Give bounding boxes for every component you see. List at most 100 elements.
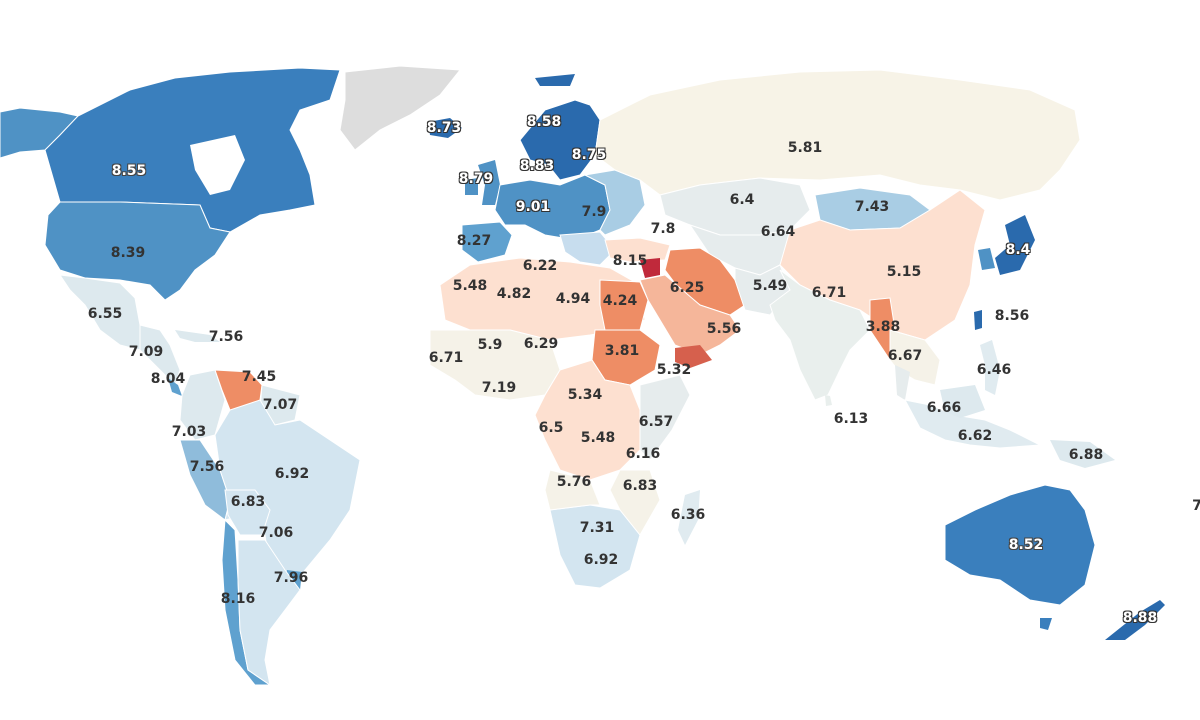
value-label-madagascar: 6.36 — [670, 507, 706, 523]
value-label-russia: 5.81 — [787, 140, 823, 156]
hudson-bay — [190, 135, 245, 195]
japan-region[interactable] — [995, 215, 1035, 275]
value-label-central-african-rep: 5.34 — [567, 387, 603, 403]
india-region[interactable] — [769, 269, 871, 401]
value-label-ireland: 8.79 — [458, 171, 494, 187]
value-label-cameroon: 6.5 — [538, 420, 564, 436]
value-label-costa-rica: 8.04 — [150, 371, 186, 387]
value-label-georgia: 7.8 — [650, 221, 676, 237]
value-label-senegal: 6.71 — [428, 350, 464, 366]
syria-region[interactable] — [640, 258, 660, 278]
value-label-tunisia: 6.22 — [522, 258, 558, 274]
cuba-region[interactable] — [175, 330, 220, 342]
east-africa-region[interactable] — [639, 374, 691, 461]
value-label-morocco: 5.48 — [452, 278, 488, 294]
russia-region[interactable] — [594, 69, 1081, 201]
balkans-region[interactable] — [559, 231, 616, 266]
tasmania-region[interactable] — [1040, 618, 1052, 630]
value-label-sudan: 3.81 — [604, 343, 640, 359]
mozambique-region[interactable] — [609, 469, 661, 536]
value-label-brazil: 6.92 — [274, 466, 310, 482]
value-label-myanmar: 3.88 — [865, 319, 901, 335]
iceland-region[interactable] — [428, 118, 462, 138]
value-label-algeria: 4.82 — [496, 286, 532, 302]
greenland-region[interactable] — [339, 65, 461, 151]
value-label-venezuela: 7.45 — [241, 369, 277, 385]
value-label-thailand: 6.67 — [887, 348, 923, 364]
value-label-spain: 8.27 — [456, 233, 492, 249]
borneo-region[interactable] — [940, 385, 985, 418]
usa-region[interactable] — [44, 201, 231, 301]
value-label-tanzania: 6.16 — [625, 446, 661, 462]
arabia-region[interactable] — [639, 274, 741, 356]
value-label-japan: 8.4 — [1005, 242, 1031, 258]
value-label-scandinavia: 8.58 — [526, 114, 562, 130]
yemen-region[interactable] — [675, 345, 712, 368]
value-label-guyana: 7.07 — [262, 397, 298, 413]
uk-region[interactable] — [478, 160, 500, 205]
value-label-south-africa: 6.92 — [583, 552, 619, 568]
value-label-iceland: 8.73 — [426, 120, 462, 136]
value-label-cyprus: 8.15 — [612, 253, 648, 269]
thailand-region[interactable] — [895, 365, 910, 400]
turkey-region[interactable] — [604, 237, 671, 263]
angola-region[interactable] — [544, 469, 601, 511]
spain-region[interactable] — [461, 221, 513, 263]
value-label-china: 5.15 — [886, 264, 922, 280]
value-label-angola: 5.76 — [556, 474, 592, 490]
value-label-saudi-arabia: 5.56 — [706, 321, 742, 337]
value-label-germany: 9.01 — [515, 199, 551, 215]
australia-region[interactable] — [944, 484, 1096, 606]
value-label-fiji: 7 — [1192, 498, 1200, 514]
value-label-indonesia: 6.62 — [957, 428, 993, 444]
svalbard-region[interactable] — [535, 74, 575, 86]
value-label-central-america: 7.09 — [128, 344, 164, 360]
southern-africa-region[interactable] — [549, 504, 641, 589]
philippines-region[interactable] — [980, 340, 1000, 395]
value-label-papua: 6.88 — [1068, 447, 1104, 463]
value-label-mexico: 6.55 — [87, 306, 123, 322]
value-label-kenya: 6.57 — [638, 414, 674, 430]
new-zealand-region[interactable] — [1105, 600, 1165, 640]
korea-region[interactable] — [978, 248, 995, 270]
iran-region[interactable] — [664, 247, 746, 316]
sri-lanka-region[interactable] — [825, 395, 832, 406]
value-label-colombia: 7.03 — [171, 424, 207, 440]
value-label-uruguay: 7.96 — [273, 570, 309, 586]
value-label-taiwan: 8.56 — [994, 308, 1030, 324]
value-label-hungary: 7.9 — [581, 204, 607, 220]
value-label-mongolia: 7.43 — [854, 199, 890, 215]
costa-rica-region[interactable] — [168, 378, 182, 396]
bolivia-region[interactable] — [224, 489, 271, 536]
value-label-finland: 8.75 — [571, 147, 607, 163]
value-label-mozambique: 6.83 — [622, 478, 658, 494]
value-label-cuba: 7.56 — [208, 329, 244, 345]
value-label-new-zealand: 8.88 — [1122, 610, 1158, 626]
value-label-iran: 6.25 — [669, 280, 705, 296]
papua-region[interactable] — [1050, 440, 1115, 468]
value-label-india: 6.71 — [811, 285, 847, 301]
value-label-niger: 6.29 — [523, 336, 559, 352]
value-label-libya: 4.94 — [555, 291, 591, 307]
value-label-usa: 8.39 — [110, 245, 146, 261]
value-label-australia: 8.52 — [1008, 537, 1044, 553]
argentina-region[interactable] — [237, 539, 301, 687]
value-label-paraguay: 7.06 — [258, 525, 294, 541]
value-label-kazakhstan: 6.4 — [729, 192, 755, 208]
value-label-dr-congo: 5.48 — [580, 430, 616, 446]
value-label-canada: 8.55 — [111, 163, 147, 179]
value-label-bolivia: 6.83 — [230, 494, 266, 510]
value-label-malaysia: 6.66 — [926, 400, 962, 416]
value-label-mauritania: 5.9 — [477, 337, 503, 353]
value-label-botswana: 7.31 — [579, 520, 615, 536]
value-label-ghana: 7.19 — [481, 380, 517, 396]
value-label-yemen: 5.32 — [656, 362, 692, 378]
ireland-region[interactable] — [465, 178, 478, 195]
value-label-chile: 8.16 — [220, 591, 256, 607]
china-region[interactable] — [774, 189, 986, 341]
value-label-pakistan: 5.49 — [752, 278, 788, 294]
value-label-egypt: 4.24 — [602, 293, 638, 309]
taiwan-region[interactable] — [974, 310, 982, 330]
madagascar-region[interactable] — [678, 490, 700, 545]
